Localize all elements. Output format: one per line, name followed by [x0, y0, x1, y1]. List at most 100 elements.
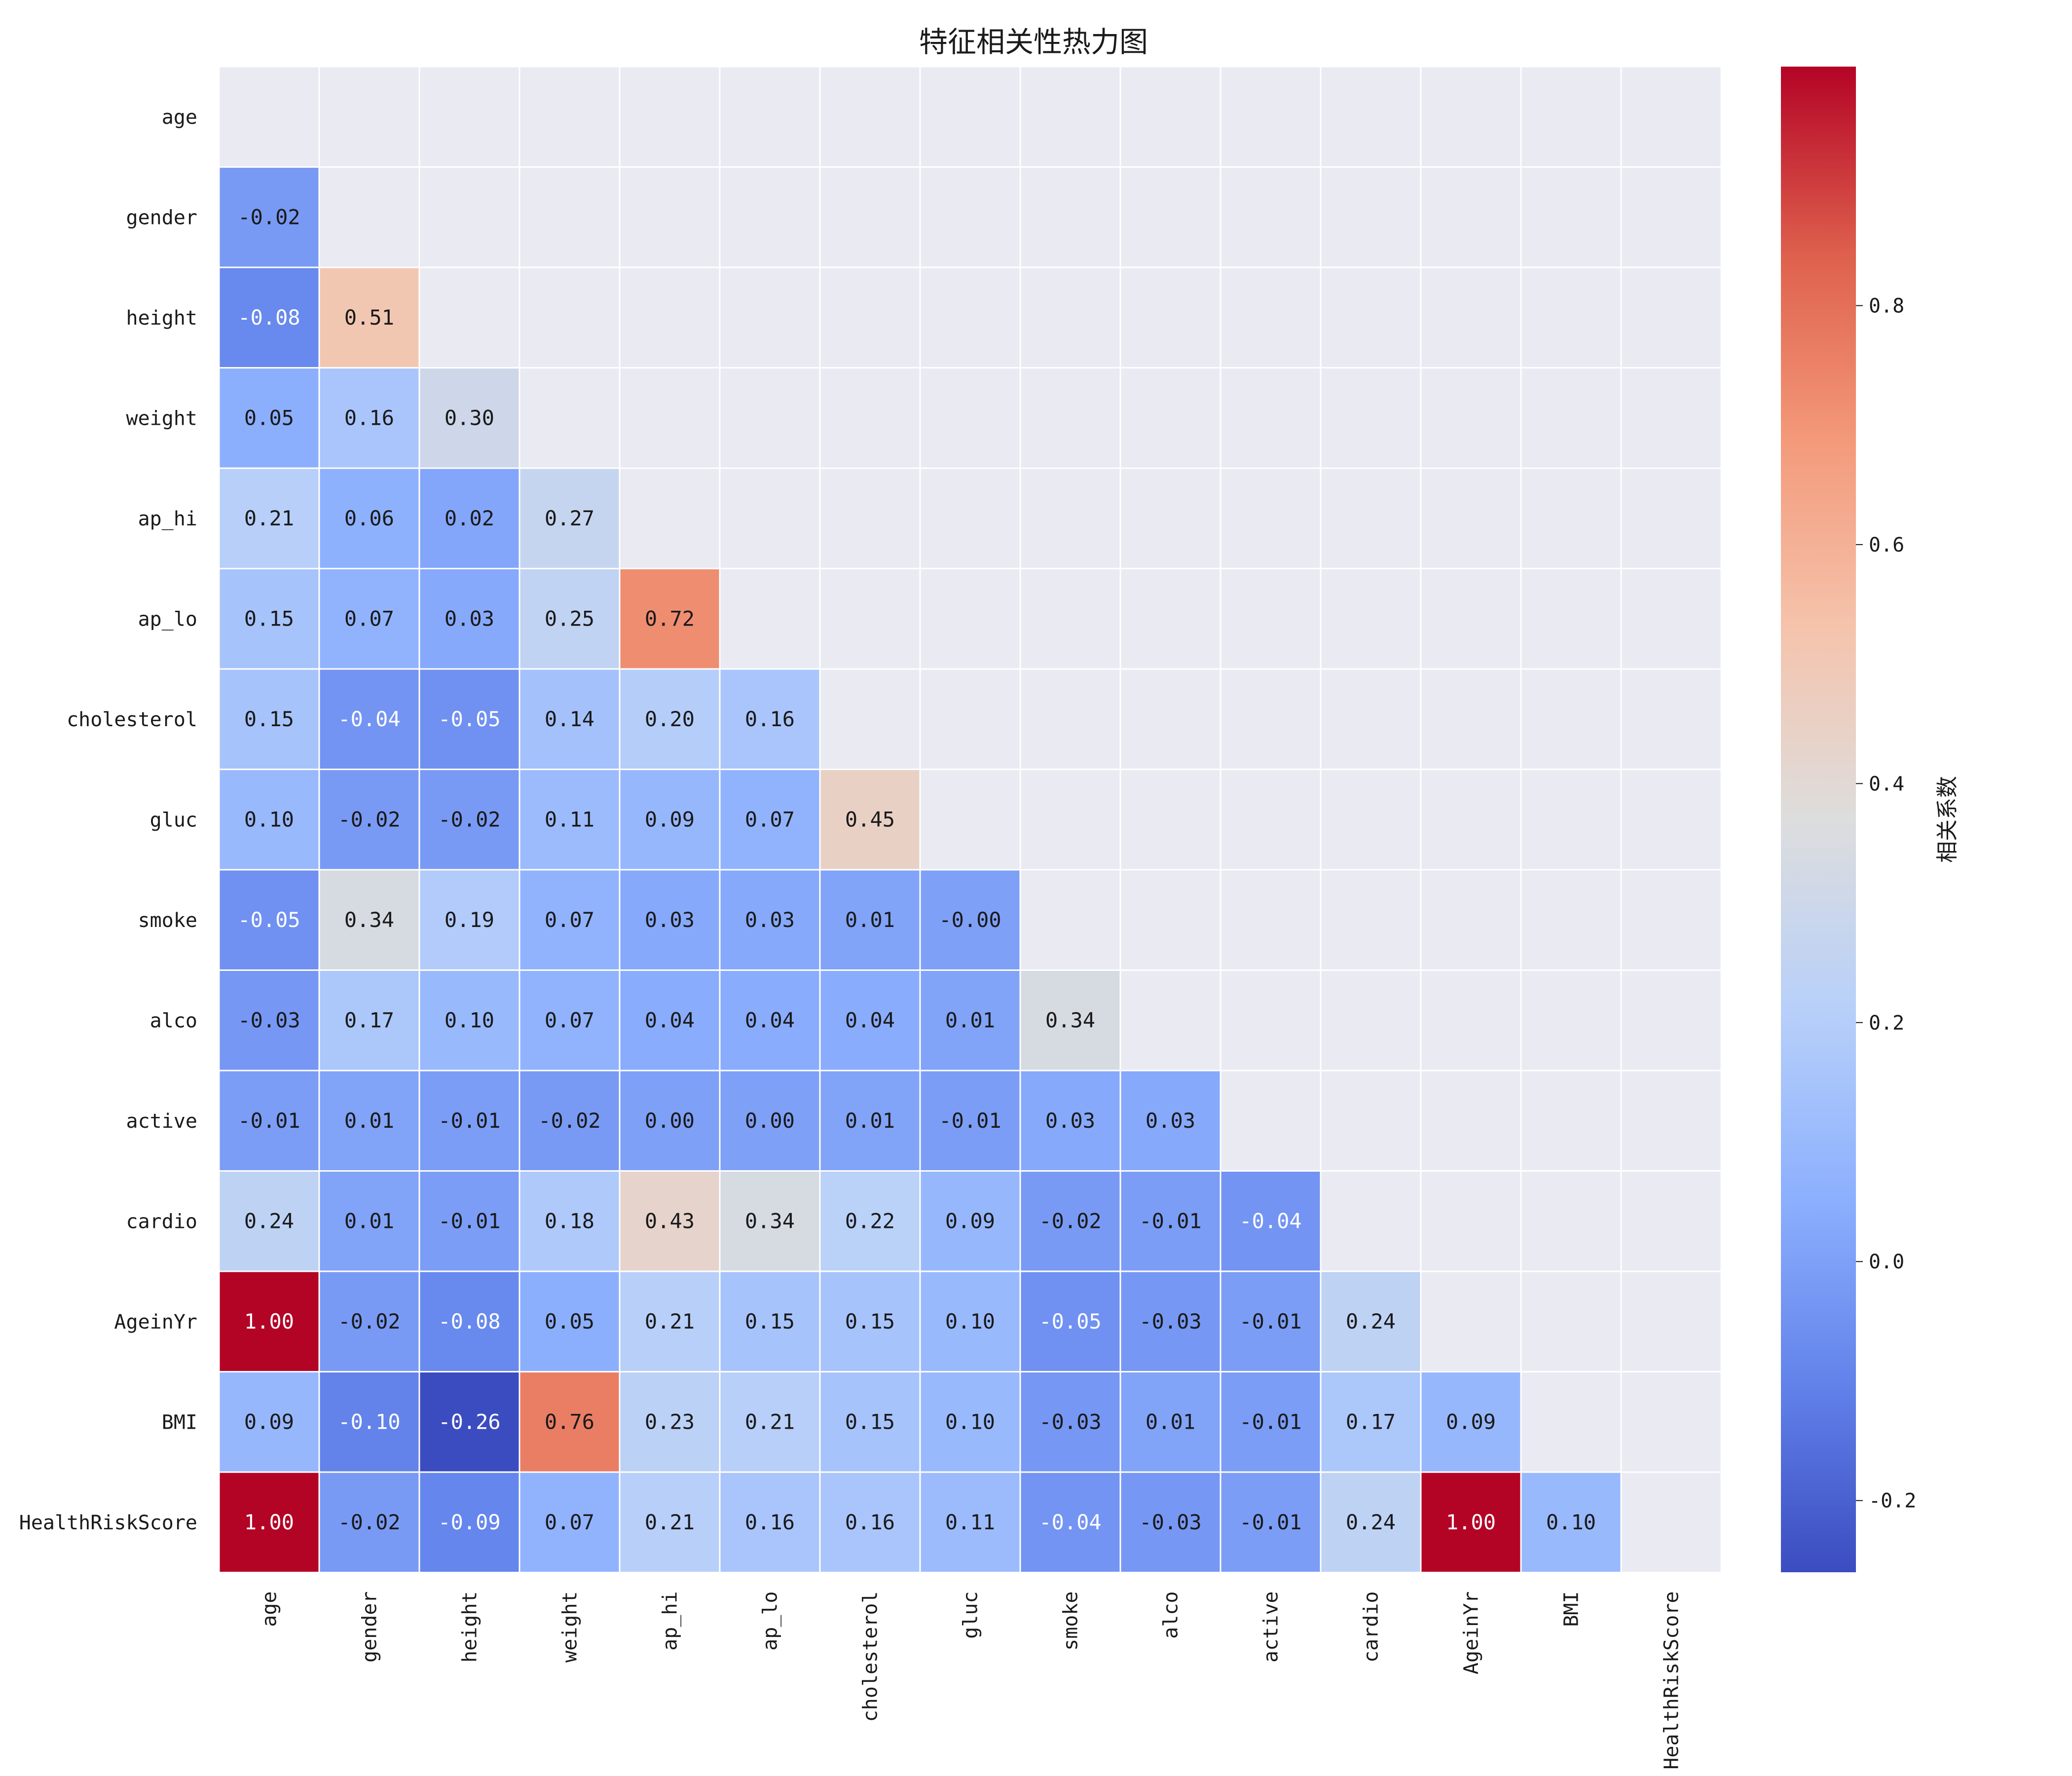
row-tick-label: gender [126, 206, 198, 229]
masked-cell [1420, 869, 1522, 971]
cell-value-label: -0.02 [338, 1510, 400, 1534]
row-tick-labels: age gender height weight ap_hi ap_lo cholester… [19, 106, 197, 1534]
cell-value-label: -0.02 [338, 807, 400, 831]
masked-cell [1119, 568, 1221, 670]
chart-title: 特征相关性热力图 [919, 25, 1148, 59]
cell-value-label: 0.43 [645, 1209, 695, 1233]
cell-value-label: -0.03 [1139, 1510, 1201, 1534]
masked-cell [1620, 1270, 1722, 1372]
masked-cell [1320, 668, 1422, 770]
cell-value-label: 0.11 [545, 807, 594, 831]
heatmap-cell [1320, 1471, 1422, 1573]
row-tick-label: weight [126, 407, 198, 430]
heatmap-cell [518, 1471, 621, 1573]
heatmap-cell [218, 668, 320, 770]
row-tick-label: cholesterol [67, 708, 197, 731]
heatmap-cell [218, 1170, 320, 1272]
masked-cell [719, 66, 821, 168]
heatmap-cell [518, 568, 621, 670]
cell-value-label: -0.01 [438, 1209, 500, 1233]
cell-value-label: 1.00 [244, 1510, 294, 1534]
masked-cell [1220, 367, 1322, 469]
masked-cell [1220, 969, 1322, 1072]
cell-value-label: 0.25 [545, 606, 594, 630]
masked-cell [719, 568, 821, 670]
masked-cell [819, 367, 921, 469]
cell-value-label: 0.21 [244, 506, 294, 530]
cell-value-label: 0.00 [745, 1109, 795, 1133]
cell-value-label: 0.10 [945, 1409, 995, 1434]
masked-cell [619, 467, 721, 569]
heatmap-cell [919, 1270, 1021, 1372]
cell-value-label: 0.01 [344, 1209, 394, 1233]
cell-value-label: 0.03 [745, 908, 795, 932]
masked-cell [1520, 1070, 1622, 1172]
heatmap-cell [1220, 1371, 1322, 1473]
masked-cell [1420, 1070, 1522, 1172]
masked-cell [1320, 66, 1422, 168]
masked-cell [919, 166, 1021, 268]
heatmap-cell [1019, 969, 1121, 1072]
heatmap-cell [318, 1471, 420, 1573]
heatmap-cell [218, 166, 320, 268]
masked-cell [1019, 568, 1121, 670]
cell-value-label: 0.09 [945, 1209, 995, 1233]
masked-cell [1420, 1170, 1522, 1272]
masked-cell [1520, 266, 1622, 369]
masked-cell [1220, 467, 1322, 569]
heatmap-cell [1019, 1270, 1121, 1372]
heatmap-cell [518, 1070, 621, 1172]
masked-cell [1520, 668, 1622, 770]
masked-cell [719, 166, 821, 268]
cell-value-label: 0.03 [1146, 1109, 1195, 1133]
masked-cell [1520, 1371, 1622, 1473]
masked-cell [1420, 467, 1522, 569]
column-tick-label: AgeinYr [1460, 1591, 1483, 1675]
masked-cell [418, 66, 520, 168]
masked-cell [1620, 1070, 1722, 1172]
cell-value-label: -0.03 [238, 1008, 300, 1032]
heatmap-cell [819, 1270, 921, 1372]
cell-value-label: -0.26 [438, 1409, 500, 1434]
heatmap-cell [719, 969, 821, 1072]
masked-cell [1620, 1371, 1722, 1473]
cell-value-label: 0.09 [645, 807, 695, 831]
cell-value-label: 0.00 [645, 1109, 695, 1133]
cell-value-label: 0.05 [244, 406, 294, 430]
cell-value-label: 0.21 [645, 1510, 695, 1534]
masked-cell [1620, 66, 1722, 168]
masked-cell [1320, 166, 1422, 268]
heatmap-cell [919, 1070, 1021, 1172]
row-tick-label: BMI [162, 1411, 197, 1434]
heatmap-cell [218, 769, 320, 871]
cell-value-label: 0.76 [545, 1409, 594, 1434]
cell-value-label: -0.10 [338, 1409, 400, 1434]
cell-value-label: -0.02 [238, 205, 300, 229]
cell-value-label: 0.24 [1346, 1510, 1396, 1534]
masked-cell [1520, 66, 1622, 168]
heatmap-cell [518, 969, 621, 1072]
masked-cell [1019, 166, 1121, 268]
masked-cell [1520, 769, 1622, 871]
masked-cell [1520, 166, 1622, 268]
cell-value-label: 0.17 [1346, 1409, 1396, 1434]
masked-cell [1420, 166, 1522, 268]
masked-cell [919, 668, 1021, 770]
heatmap-cell [1320, 1270, 1422, 1372]
masked-cell [1620, 166, 1722, 268]
masked-cell [1420, 969, 1522, 1072]
masked-cell [1520, 969, 1622, 1072]
column-tick-label: cardio [1360, 1591, 1383, 1663]
masked-cell [1320, 467, 1422, 569]
cell-value-label: 0.14 [545, 707, 594, 731]
column-tick-label: HealthRiskScore [1661, 1591, 1683, 1770]
cell-value-label: -0.01 [1239, 1409, 1301, 1434]
masked-cell [1119, 467, 1221, 569]
masked-cell [1119, 668, 1221, 770]
masked-cell [919, 367, 1021, 469]
masked-cell [1620, 467, 1722, 569]
column-tick-label: cholesterol [859, 1591, 882, 1722]
colorbar-tick-label: 0.8 [1869, 295, 1904, 317]
cell-value-label: -0.01 [238, 1109, 300, 1133]
heatmap-cell [418, 869, 520, 971]
